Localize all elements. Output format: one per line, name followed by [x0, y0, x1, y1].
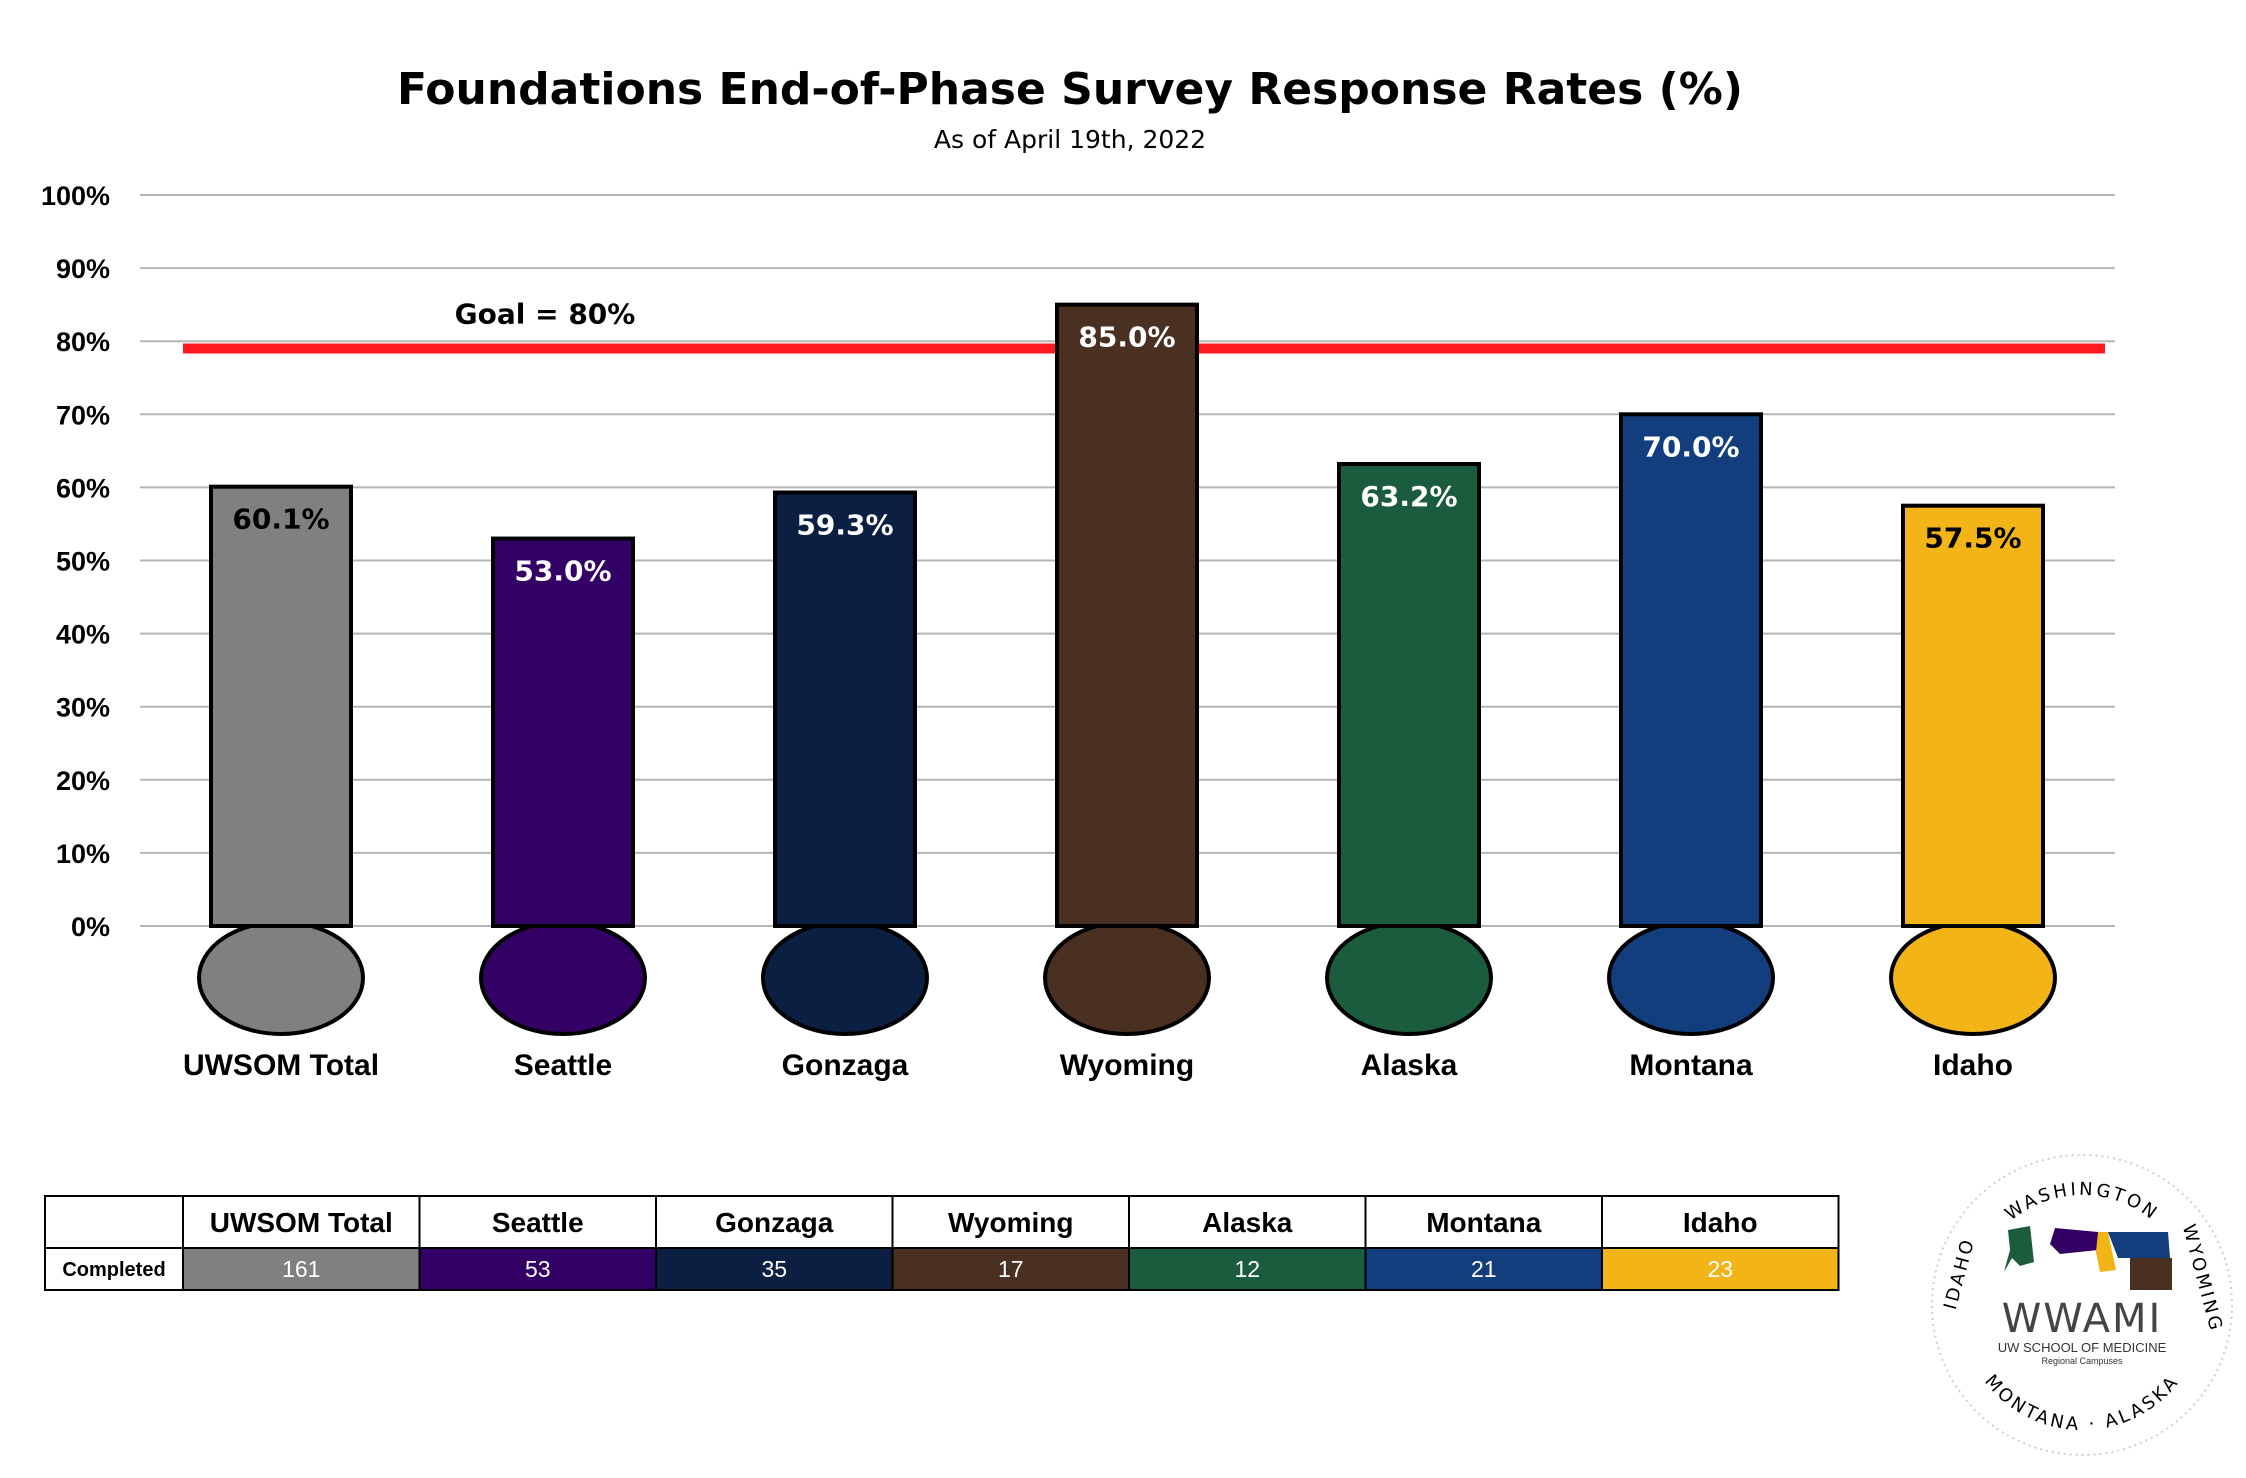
table-header: Alaska	[1202, 1207, 1293, 1238]
category-label: Montana	[1629, 1049, 1753, 1082]
bar	[1337, 462, 1481, 928]
table-cell: 12	[1234, 1256, 1260, 1282]
bar	[209, 484, 353, 928]
bar-value-label: 60.1%	[232, 503, 329, 536]
y-tick-label: 60%	[56, 473, 110, 503]
bar-bulb	[1607, 920, 1775, 1036]
bar-group: 63.2% Alaska	[1325, 462, 1493, 1082]
bar-group: 57.5% Idaho	[1889, 503, 2057, 1082]
table-header: Montana	[1426, 1207, 1542, 1238]
table-cell-bg	[655, 1247, 894, 1291]
logo-ring-icon	[1931, 1154, 2233, 1456]
goal-label: Goal = 80%	[455, 298, 636, 331]
y-tick-label: 70%	[56, 400, 110, 430]
bar	[773, 490, 917, 928]
bar	[491, 536, 635, 928]
table-cell-bg	[891, 1247, 1130, 1291]
bar-bulb	[1325, 920, 1493, 1036]
logo-line2: Regional Campuses	[2041, 1356, 2123, 1366]
category-label: Wyoming	[1060, 1049, 1194, 1082]
table-cell-bg	[418, 1247, 657, 1291]
table-header: Idaho	[1683, 1207, 1758, 1238]
bar-value-label: 59.3%	[796, 509, 893, 542]
table-cell: 17	[998, 1256, 1024, 1282]
bar	[1619, 412, 1763, 928]
bar-bulb	[761, 920, 929, 1036]
table-header: Gonzaga	[715, 1207, 834, 1238]
logo-name: WWAMI	[2002, 1296, 2163, 1342]
y-tick-label: 20%	[56, 766, 110, 796]
bar-value-label: 85.0%	[1078, 321, 1175, 354]
bar-value-label: 53.0%	[514, 555, 611, 588]
bar-group: 59.3% Gonzaga	[761, 490, 929, 1082]
table-row-label: Completed	[62, 1259, 165, 1281]
bar-group: 85.0% Wyoming	[1043, 302, 1211, 1082]
y-axis: 0% 10% 20% 30% 40% 50% 60% 70% 80% 90% 100%	[41, 181, 110, 942]
table-cell: 53	[525, 1256, 551, 1282]
bar-bulb	[197, 920, 365, 1036]
chart-title: Foundations End-of-Phase Survey Response…	[397, 64, 1743, 115]
table-header: Wyoming	[948, 1207, 1073, 1238]
category-label: Seattle	[514, 1049, 612, 1082]
bars: 60.1% UWSOM Total 53.0% Seattle 59.3% Gonzaga…	[183, 302, 2057, 1082]
table-cell-bg	[1128, 1247, 1367, 1291]
category-label: Gonzaga	[782, 1049, 909, 1082]
table-cell-bg	[1601, 1247, 1840, 1291]
completed-table: 161 53 35 17 12 21 23 UWSOM Total Seattle Gonzaga…	[44, 1195, 1840, 1291]
table-cell: 161	[282, 1256, 320, 1282]
states-map-icon	[2004, 1226, 2172, 1290]
y-tick-label: 50%	[56, 547, 110, 577]
y-tick-label: 100%	[41, 181, 110, 211]
bar	[1901, 503, 2045, 928]
y-tick-label: 40%	[56, 620, 110, 650]
bar-value-label: 63.2%	[1360, 480, 1457, 513]
y-tick-label: 90%	[56, 254, 110, 284]
category-label: Idaho	[1933, 1049, 2013, 1082]
y-tick-label: 0%	[71, 912, 110, 942]
y-tick-label: 30%	[56, 693, 110, 723]
bar-bulb	[1043, 920, 1211, 1036]
bar	[1055, 302, 1199, 928]
y-tick-label: 10%	[56, 839, 110, 869]
wwami-logo: WASHINGTON MONTANA · ALASKA IDAHO WYOMIN…	[1931, 1154, 2233, 1456]
bar-group: 70.0% Montana	[1607, 412, 1775, 1082]
category-label: UWSOM Total	[183, 1049, 379, 1082]
table-header: UWSOM Total	[210, 1207, 393, 1238]
bar-group: 53.0% Seattle	[479, 536, 647, 1082]
bar-value-label: 70.0%	[1642, 430, 1739, 463]
bar-bulb	[479, 920, 647, 1036]
table-cell: 23	[1707, 1256, 1733, 1282]
table-cell: 35	[761, 1256, 787, 1282]
table-header: Seattle	[492, 1207, 584, 1238]
bar-bulb	[1889, 920, 2057, 1036]
y-tick-label: 80%	[56, 327, 110, 357]
chart-subtitle: As of April 19th, 2022	[934, 125, 1206, 154]
table-cell: 21	[1471, 1256, 1497, 1282]
bar-value-label: 57.5%	[1924, 522, 2021, 555]
bar-group: 60.1% UWSOM Total	[183, 484, 379, 1082]
category-label: Alaska	[1361, 1049, 1458, 1082]
logo-line1: UW SCHOOL OF MEDICINE	[1998, 1340, 2167, 1355]
